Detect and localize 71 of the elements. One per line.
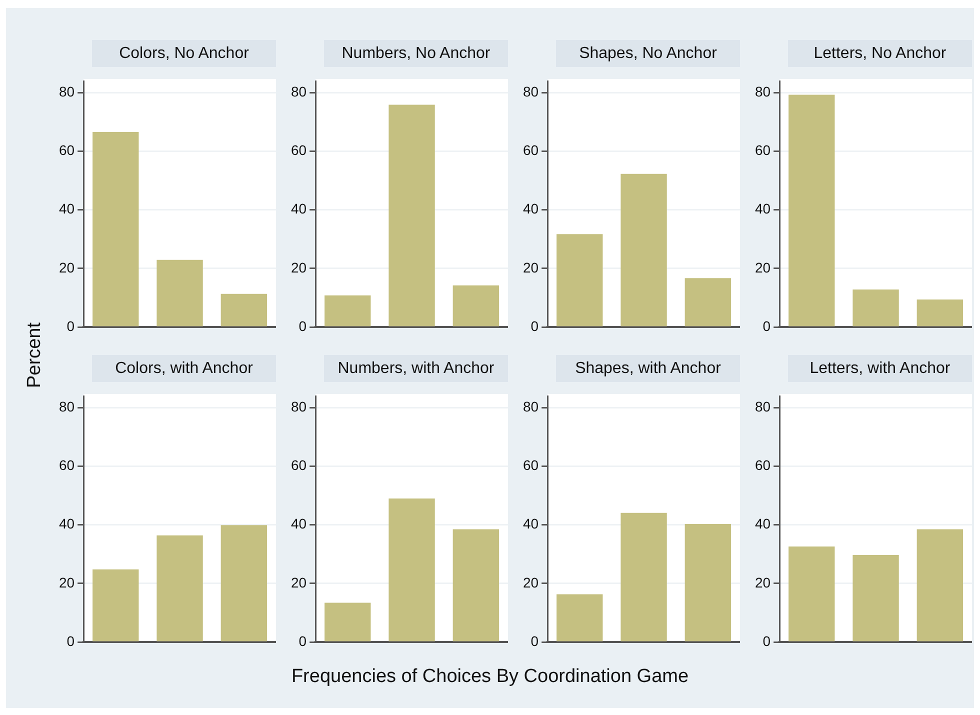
- y-tick-label: 0: [762, 318, 771, 334]
- bar: [852, 290, 899, 326]
- y-tick-label: 0: [762, 632, 771, 649]
- bar: [388, 498, 435, 642]
- x-axis-title: Frequencies of Choices By Coordination Game: [290, 666, 690, 688]
- y-tick-label: 80: [754, 398, 771, 415]
- y-tick-label: 40: [58, 200, 75, 217]
- chart-title: Shapes, with Anchor: [556, 355, 740, 382]
- y-tick-label: 20: [290, 259, 307, 276]
- bar: [92, 569, 139, 642]
- y-tick-label: 60: [522, 142, 539, 158]
- y-tick-label: 80: [290, 84, 307, 100]
- y-tick-label: 80: [58, 398, 75, 415]
- y-tick-label: 40: [290, 200, 307, 217]
- chart-title: Shapes, No Anchor: [556, 40, 740, 67]
- y-tick-label: 80: [754, 84, 771, 100]
- y-tick-label: 0: [66, 632, 75, 649]
- y-tick-label: 20: [58, 574, 75, 590]
- y-tick-label: 0: [298, 632, 307, 649]
- y-tick-label: 20: [290, 574, 307, 590]
- chart-title: Letters, with Anchor: [788, 355, 972, 382]
- y-tick-label: 40: [290, 516, 307, 532]
- bar: [452, 529, 500, 642]
- bar: [324, 602, 371, 642]
- y-tick-label: 20: [522, 574, 539, 590]
- y-tick-label: 40: [754, 516, 771, 532]
- y-tick-label: 60: [290, 142, 307, 158]
- bar: [684, 278, 732, 326]
- y-tick-label: 60: [754, 142, 771, 158]
- chart-title: Numbers, No Anchor: [324, 40, 508, 67]
- bar: [92, 132, 139, 326]
- y-tick-label: 0: [530, 318, 539, 334]
- y-tick-label: 0: [530, 632, 539, 649]
- y-axis-title: Percent: [24, 322, 46, 388]
- y-tick-label: 80: [522, 398, 539, 415]
- y-tick-label: 60: [58, 142, 75, 158]
- chart-title: Colors, with Anchor: [92, 355, 276, 382]
- bar: [452, 285, 500, 326]
- y-tick-label: 20: [754, 574, 771, 590]
- y-tick-label: 20: [754, 259, 771, 276]
- bar: [620, 512, 667, 642]
- y-tick-label: 40: [522, 516, 539, 532]
- bar: [556, 234, 603, 326]
- y-tick-label: 40: [58, 516, 75, 532]
- bar: [684, 524, 732, 642]
- bar: [620, 174, 667, 326]
- bar: [220, 525, 268, 642]
- bar: [324, 295, 371, 326]
- bar: [156, 535, 203, 642]
- chart-title: Colors, No Anchor: [92, 40, 276, 67]
- chart-title: Letters, No Anchor: [788, 40, 972, 67]
- y-tick-label: 60: [290, 457, 307, 474]
- bar: [916, 299, 964, 326]
- bar: [556, 594, 603, 642]
- y-tick-label: 60: [754, 457, 771, 474]
- y-tick-label: 80: [290, 398, 307, 415]
- chart-title: Numbers, with Anchor: [324, 355, 508, 382]
- y-tick-label: 40: [522, 200, 539, 217]
- bar: [156, 260, 203, 326]
- y-tick-label: 0: [298, 318, 307, 334]
- y-tick-label: 20: [522, 259, 539, 276]
- y-tick-label: 40: [754, 200, 771, 217]
- y-tick-label: 60: [522, 457, 539, 474]
- y-tick-label: 20: [58, 259, 75, 276]
- bar: [788, 94, 835, 326]
- y-tick-label: 80: [522, 84, 539, 100]
- bar: [388, 104, 435, 326]
- y-tick-label: 60: [58, 457, 75, 474]
- bar: [220, 294, 268, 326]
- y-tick-label: 0: [66, 318, 75, 334]
- y-tick-label: 80: [58, 84, 75, 100]
